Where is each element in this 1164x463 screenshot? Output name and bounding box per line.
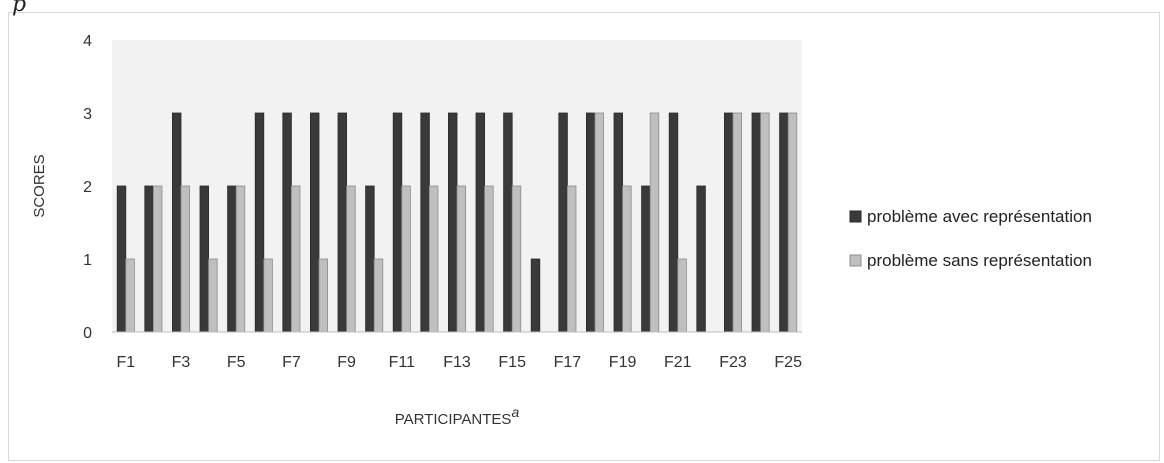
corner-glyph: p <box>12 0 27 17</box>
bar-F20-series-1 <box>641 185 651 333</box>
bar-F6-series-1 <box>254 112 265 333</box>
bar-F3-series-2 <box>180 185 191 333</box>
legend-label-series-1: problème avec représentation <box>867 207 1092 226</box>
bar-F22-series-1 <box>696 185 706 333</box>
bar-F4-series-1 <box>199 185 210 333</box>
chart-frame <box>8 12 1160 461</box>
y-tick-label: 1 <box>83 252 92 269</box>
bar-F11-series-2 <box>401 185 411 333</box>
bar-F11-series-1 <box>392 112 403 333</box>
bar-F9-series-2 <box>346 185 356 333</box>
y-tick-label: 2 <box>83 179 92 196</box>
bar-F10-series-2 <box>373 258 384 333</box>
bar-F24-series-2 <box>760 112 770 333</box>
bar-F1-series-2 <box>125 258 135 333</box>
x-tick-label: F19 <box>609 354 637 371</box>
bar-F17-series-1 <box>558 112 568 333</box>
x-tick-label: F1 <box>116 354 135 371</box>
bar-F10-series-1 <box>365 185 375 333</box>
x-tick-label: F17 <box>554 354 582 371</box>
bar-F23-series-2 <box>732 112 743 333</box>
bar-F9-series-1 <box>337 112 348 333</box>
bar-F25-series-1 <box>779 112 789 333</box>
bars-group <box>116 112 798 333</box>
bar-F8-series-2 <box>318 258 329 333</box>
bar-F20-series-2 <box>649 112 660 333</box>
bar-F7-series-1 <box>282 112 292 333</box>
bar-F12-series-2 <box>428 185 439 333</box>
bar-F8-series-1 <box>309 112 320 333</box>
x-tick-labels: F1 F3 F5 F7 F9 F11 F13 F15 F17 F19 F21 F23 F25 <box>116 354 802 371</box>
x-axis-title-text: PARTICIPANTES <box>395 411 512 428</box>
x-tick-label: F23 <box>719 354 747 371</box>
bar-F4-series-2 <box>208 258 218 333</box>
bar-F21-series-1 <box>668 112 679 333</box>
bar-F2-series-1 <box>144 185 154 333</box>
bar-F19-series-1 <box>613 112 624 333</box>
bar-F24-series-1 <box>751 112 762 333</box>
bar-F2-series-2 <box>152 185 163 333</box>
bar-F5-series-1 <box>227 185 237 333</box>
bar-F7-series-2 <box>290 185 301 333</box>
y-tick-label: 4 <box>83 33 92 50</box>
bar-F17-series-2 <box>567 185 577 333</box>
bar-F21-series-2 <box>677 258 687 333</box>
bar-F13-series-2 <box>456 185 467 333</box>
x-tick-label: F9 <box>337 354 356 371</box>
y-axis-title: SCORES <box>31 154 48 217</box>
x-tick-label: F15 <box>498 354 526 371</box>
x-tick-label: F21 <box>664 354 692 371</box>
bar-F18-series-2 <box>594 112 605 333</box>
bar-F23-series-1 <box>724 112 734 333</box>
bar-F13-series-1 <box>447 112 458 333</box>
bar-F14-series-2 <box>484 185 494 333</box>
x-axis-title-superscript: a <box>511 404 519 420</box>
bar-F18-series-1 <box>586 112 596 333</box>
bar-F15-series-1 <box>503 112 513 333</box>
y-tick-label: 0 <box>83 325 92 342</box>
bar-F12-series-1 <box>420 112 430 333</box>
x-tick-label: F25 <box>774 354 802 371</box>
x-axis-title: PARTICIPANTESa <box>395 404 520 428</box>
x-tick-label: F5 <box>227 354 246 371</box>
bar-F19-series-2 <box>622 185 632 333</box>
x-tick-label: F11 <box>389 354 415 371</box>
bar-F3-series-1 <box>171 112 182 333</box>
legend-swatch-series-1 <box>849 210 862 223</box>
bar-F15-series-2 <box>511 185 522 333</box>
bar-F6-series-2 <box>263 258 273 333</box>
legend-label-series-2: problème sans représentation <box>867 251 1092 270</box>
x-tick-label: F7 <box>282 354 301 371</box>
bar-F1-series-1 <box>116 185 127 333</box>
x-tick-label: F3 <box>172 354 191 371</box>
x-tick-label: F13 <box>443 354 471 371</box>
bar-F5-series-2 <box>235 185 246 333</box>
bar-F14-series-1 <box>475 112 486 333</box>
y-tick-label: 3 <box>83 106 92 123</box>
y-tick-labels: 0 1 2 3 4 <box>83 33 92 342</box>
legend-swatch-series-2 <box>849 254 862 267</box>
bar-F25-series-2 <box>787 112 798 333</box>
legend: problème avec représentation problème san… <box>849 207 1092 270</box>
bar-F16-series-1 <box>530 258 541 333</box>
